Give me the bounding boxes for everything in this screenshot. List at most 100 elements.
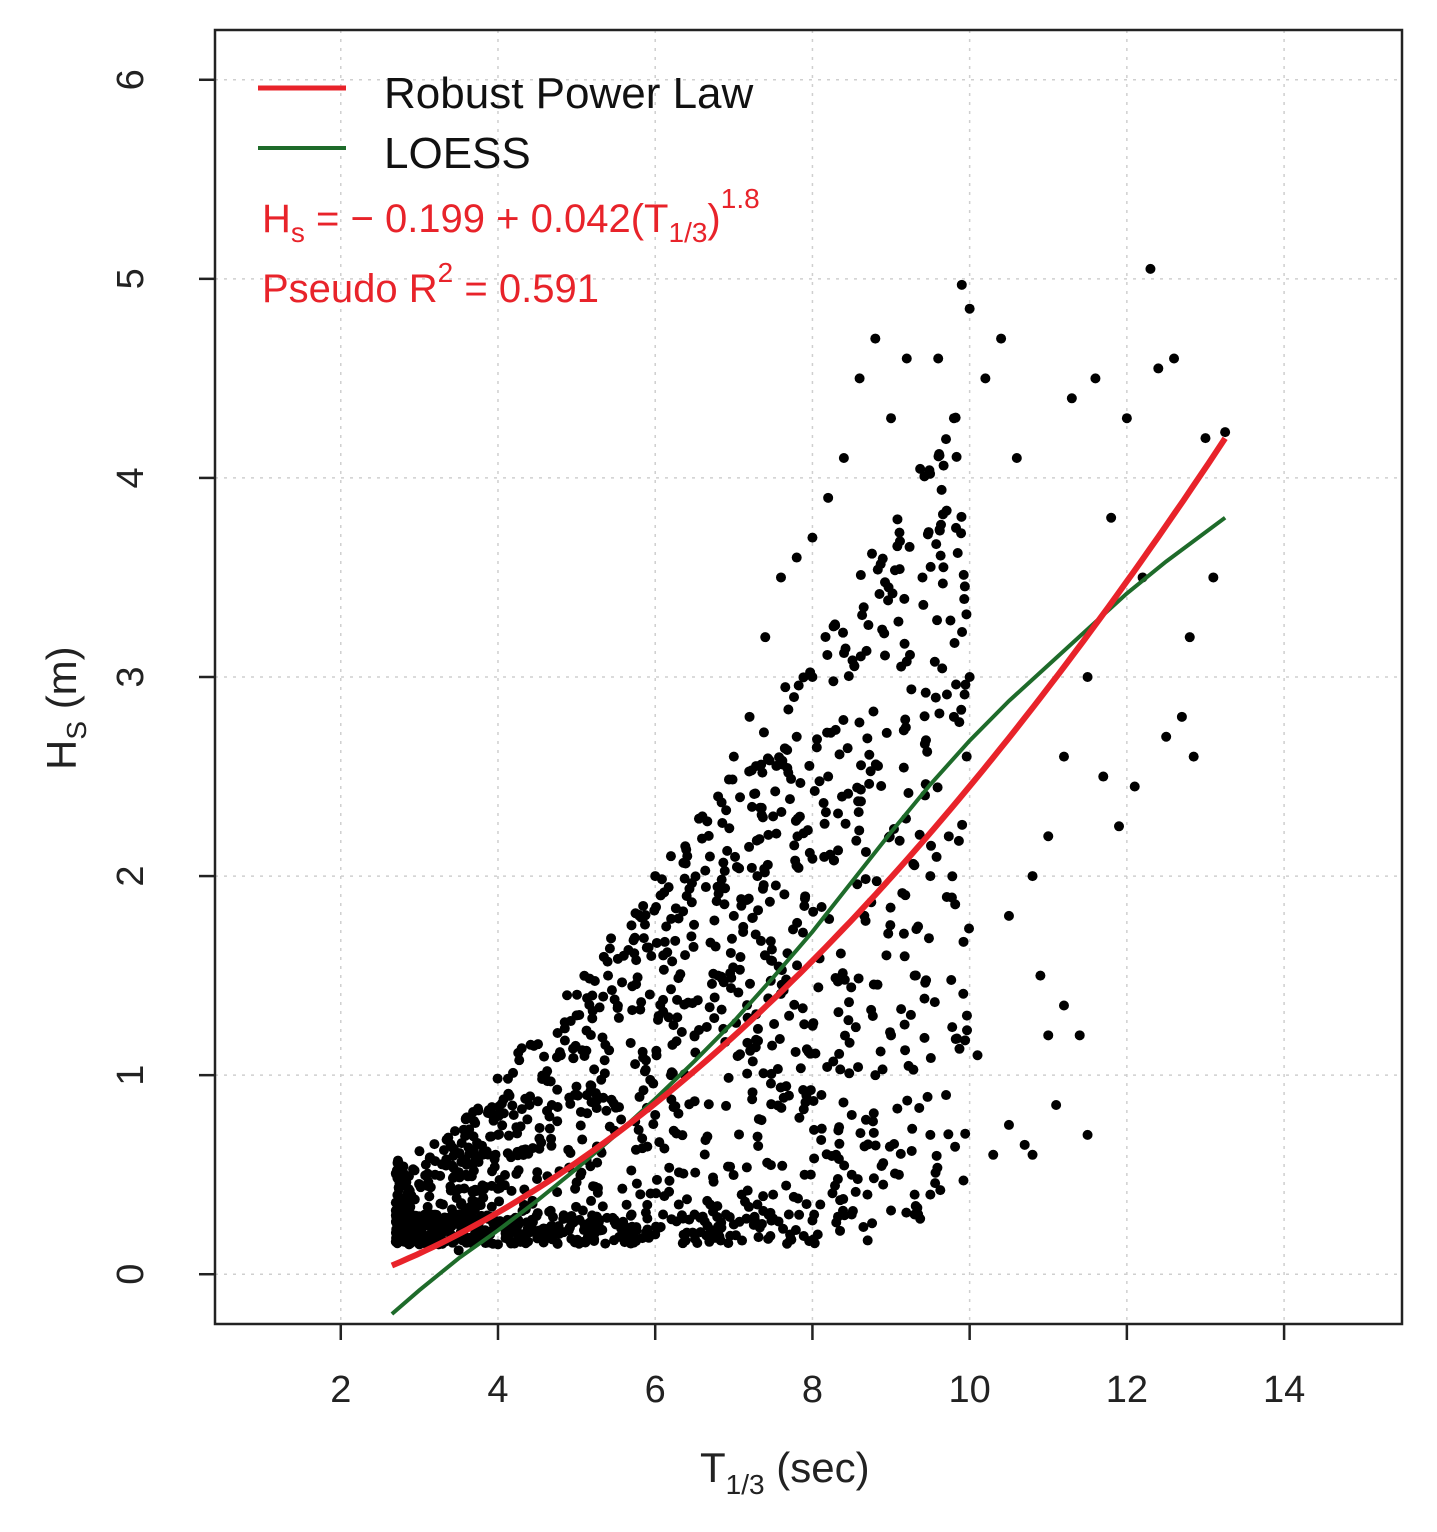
data-point <box>765 1078 776 1089</box>
data-point <box>844 1037 855 1048</box>
data-point <box>627 1005 638 1016</box>
data-point <box>604 943 615 954</box>
data-point <box>532 1167 543 1178</box>
data-point <box>945 615 956 626</box>
r2-suffix: = 0.591 <box>453 267 599 311</box>
data-point <box>949 638 960 649</box>
data-point <box>552 1116 563 1127</box>
data-point <box>708 1172 719 1183</box>
data-point <box>1058 1000 1069 1011</box>
data-point <box>460 1114 471 1125</box>
data-point <box>511 1168 522 1179</box>
data-point <box>792 960 803 971</box>
x-tick-label: 4 <box>487 1369 508 1411</box>
equation-slash: / <box>684 217 692 248</box>
data-point <box>908 858 919 869</box>
y-tick-label: 2 <box>110 866 152 887</box>
data-point <box>683 997 694 1008</box>
data-point <box>667 956 678 967</box>
data-point <box>788 1191 799 1202</box>
data-point <box>392 1190 403 1201</box>
data-point <box>941 689 952 700</box>
data-point <box>506 1185 517 1196</box>
data-point <box>902 1095 913 1106</box>
data-point <box>532 1208 543 1219</box>
data-point <box>789 840 800 851</box>
data-point <box>539 1051 550 1062</box>
data-point <box>788 924 799 935</box>
data-point <box>627 981 638 992</box>
data-point <box>756 802 767 813</box>
data-point <box>853 1062 864 1073</box>
data-point <box>745 1045 756 1056</box>
data-point <box>1043 831 1054 842</box>
data-point <box>816 1123 827 1134</box>
data-point <box>415 1182 426 1193</box>
data-point <box>778 1092 789 1103</box>
data-point <box>684 1099 695 1110</box>
data-point <box>932 615 943 626</box>
data-point <box>576 1167 587 1178</box>
r2-sup: 2 <box>438 257 454 288</box>
data-point <box>1003 910 1014 921</box>
data-point <box>779 743 790 754</box>
data-point <box>639 1066 650 1077</box>
data-point <box>864 778 875 789</box>
data-point <box>680 841 691 852</box>
data-point <box>766 955 777 966</box>
data-point <box>789 692 800 703</box>
data-point <box>819 851 830 862</box>
data-point <box>449 1126 460 1137</box>
data-point <box>661 921 672 932</box>
equation-lhs: H <box>262 197 291 241</box>
data-point <box>780 682 791 693</box>
data-point <box>526 1226 537 1237</box>
data-point <box>947 1022 958 1033</box>
data-point <box>565 1098 576 1109</box>
data-point <box>430 1156 441 1167</box>
data-point <box>956 279 967 290</box>
data-point <box>528 1040 539 1051</box>
data-point <box>598 1092 609 1103</box>
data-point <box>468 1145 479 1156</box>
data-point <box>915 1213 926 1224</box>
data-point <box>558 1227 569 1238</box>
data-point <box>776 806 787 817</box>
data-point <box>526 1217 537 1228</box>
data-point <box>736 900 747 911</box>
legend-label-loess: LOESS <box>384 129 531 178</box>
data-point <box>755 935 766 946</box>
data-point <box>863 620 874 631</box>
data-point <box>582 1108 593 1119</box>
data-point <box>546 1221 557 1232</box>
data-point <box>908 1064 919 1075</box>
data-point <box>680 950 691 961</box>
equation-lhs-sub: s <box>291 217 305 248</box>
data-point <box>918 599 929 610</box>
data-point <box>499 1169 510 1180</box>
data-point <box>925 1129 936 1140</box>
data-point <box>422 1201 433 1212</box>
data-point <box>798 1230 809 1241</box>
data-point <box>950 412 961 423</box>
data-point <box>1051 1100 1062 1111</box>
data-point <box>453 1167 464 1178</box>
data-point <box>646 951 657 962</box>
equation-annotation: Hs = − 0.199 + 0.042(T1/3)1.8 <box>262 183 760 248</box>
data-point <box>402 1214 413 1225</box>
data-point <box>907 1123 918 1134</box>
data-point <box>416 1222 427 1233</box>
data-point <box>648 1078 659 1089</box>
data-point <box>972 1050 983 1061</box>
data-point <box>492 1073 503 1084</box>
data-point <box>676 1210 687 1221</box>
data-point <box>858 602 869 613</box>
data-point <box>417 1214 428 1225</box>
data-point <box>742 1068 753 1079</box>
data-point <box>616 1114 627 1125</box>
data-point <box>621 1199 632 1210</box>
data-point <box>507 1100 518 1111</box>
data-point <box>534 1122 545 1133</box>
data-point <box>1106 512 1117 523</box>
data-point <box>429 1139 440 1150</box>
